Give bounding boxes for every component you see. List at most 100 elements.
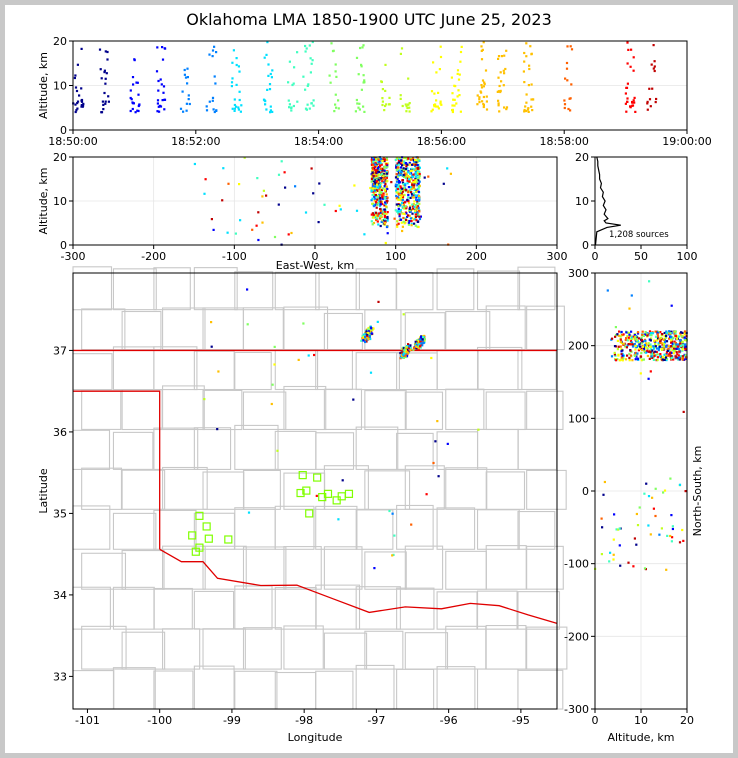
source-point	[400, 351, 403, 354]
source-point	[417, 194, 421, 198]
source-point	[647, 524, 650, 527]
source-point	[385, 103, 388, 106]
source-point	[422, 336, 425, 339]
source-point	[525, 93, 528, 96]
source-point	[377, 178, 380, 181]
source-point	[372, 203, 375, 206]
source-point	[645, 482, 648, 485]
source-point	[681, 355, 684, 358]
source-point	[375, 165, 378, 168]
source-point	[677, 335, 681, 338]
source-point	[401, 225, 404, 228]
source-point	[670, 540, 673, 543]
source-point	[414, 218, 417, 221]
source-point	[420, 337, 423, 340]
source-point	[105, 72, 108, 75]
source-point	[673, 330, 676, 333]
county-outline	[445, 467, 488, 510]
county-outline	[112, 512, 157, 550]
source-point	[397, 166, 400, 169]
source-point	[679, 338, 682, 342]
source-point	[372, 179, 375, 182]
source-point	[398, 210, 401, 213]
source-point	[671, 340, 674, 343]
county-outline	[476, 509, 520, 550]
source-point	[408, 180, 411, 183]
source-point	[643, 349, 646, 352]
y-axis-label: North-South, km	[691, 446, 704, 537]
source-point	[661, 333, 664, 336]
source-point	[640, 336, 643, 339]
source-point	[373, 156, 376, 159]
source-point	[619, 564, 622, 567]
source-point	[379, 214, 382, 218]
source-point	[619, 335, 622, 338]
source-point	[334, 93, 337, 96]
source-point	[161, 46, 164, 49]
source-point	[399, 173, 402, 177]
source-point	[397, 207, 400, 210]
source-point	[674, 349, 677, 352]
source-point	[403, 212, 406, 215]
county-outline	[485, 545, 527, 590]
source-point	[376, 183, 379, 186]
source-point	[404, 173, 407, 176]
source-point	[161, 99, 164, 102]
source-point	[341, 479, 344, 482]
source-point	[645, 346, 648, 349]
source-point	[384, 104, 387, 108]
source-point	[427, 175, 430, 178]
source-count-annotation: 1,208 sources	[609, 230, 669, 240]
source-point	[663, 358, 666, 361]
x-tick-label: -200	[141, 250, 166, 263]
source-point	[612, 553, 615, 556]
x-tick-label: 18:58:00	[539, 135, 588, 148]
source-point	[399, 188, 402, 191]
source-point	[404, 217, 407, 220]
source-point	[395, 191, 398, 194]
y-tick-label: 300	[568, 267, 589, 280]
source-point	[365, 340, 368, 343]
source-point	[451, 110, 454, 114]
source-point	[407, 345, 410, 348]
source-point	[631, 100, 634, 104]
source-point	[418, 170, 421, 174]
source-point	[392, 553, 395, 556]
source-point	[526, 108, 529, 111]
source-point	[379, 158, 382, 161]
source-point	[611, 337, 614, 340]
source-point	[378, 198, 381, 201]
source-point	[419, 215, 422, 218]
source-point	[504, 67, 507, 71]
source-point	[654, 335, 658, 338]
source-point	[100, 77, 103, 80]
source-point	[404, 205, 407, 208]
source-point	[103, 91, 106, 95]
source-point	[371, 171, 374, 174]
source-point	[451, 108, 454, 111]
source-point	[414, 213, 417, 216]
source-point	[360, 339, 363, 342]
source-point	[410, 191, 413, 194]
source-point	[626, 97, 629, 100]
source-point	[381, 196, 384, 199]
source-point	[641, 340, 644, 343]
county-outline	[234, 424, 279, 470]
source-point	[660, 347, 663, 351]
source-point	[396, 223, 399, 226]
county-outline	[202, 307, 244, 351]
source-point	[405, 207, 408, 210]
source-point	[379, 182, 382, 185]
source-point	[402, 216, 405, 220]
source-point	[408, 163, 411, 166]
source-point	[187, 98, 190, 101]
county-outline	[193, 427, 232, 470]
county-outline	[283, 306, 329, 351]
source-point	[626, 339, 629, 342]
source-point	[644, 333, 647, 336]
source-point	[101, 100, 104, 103]
source-point	[399, 94, 402, 97]
source-point	[650, 355, 653, 358]
source-point	[261, 221, 264, 224]
source-point	[99, 68, 102, 71]
